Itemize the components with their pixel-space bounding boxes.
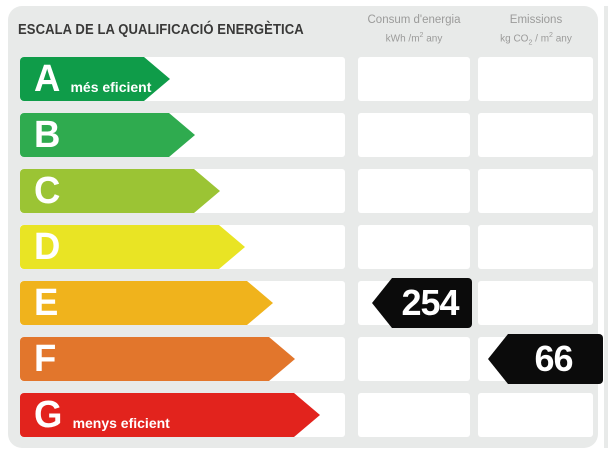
column-header-consum: Consum d'energia kWh /m2 any [350,13,478,45]
rating-row-b: B [8,113,598,157]
adjacent-panel-edge [604,6,608,448]
consum-column-unit: kWh /m2 any [385,32,443,45]
column-header-emissions: Emissions kg CO2 / m2 any [470,13,602,49]
consum-cell [358,57,470,101]
emissions-cell [478,169,593,213]
rating-letter: F [34,338,57,380]
rating-scale: A més eficient B C D 254 [8,57,603,449]
rating-row-g: G menys eficient [8,393,598,437]
consum-column-name: Consum d'energia [367,14,461,26]
rating-letter: G [34,394,63,436]
rating-row-c: C [8,169,598,213]
rating-letter: B [34,114,61,156]
emissions-cell [478,113,593,157]
rating-row-d: D [8,225,598,269]
consum-cell: 254 [358,278,472,328]
energy-label-panel: ESCALA DE LA QUALIFICACIÓ ENERGÈTICA Con… [8,6,603,449]
rating-letter: E [34,282,59,324]
consum-cell [358,337,470,381]
rating-arrow: B [20,113,195,157]
rating-arrow: C [20,169,220,213]
emissions-cell [478,393,593,437]
consum-cell [358,393,470,437]
emissions-cell [478,225,593,269]
consum-cell [358,225,470,269]
emissions-cell [478,57,593,101]
rating-arrow: G menys eficient [20,393,320,437]
rating-note: menys eficient [72,415,170,431]
rating-letter: A [34,58,61,100]
rating-arrow: E [20,281,273,325]
rating-arrow: A més eficient [20,57,170,101]
rating-letter: C [34,170,61,212]
emissions-cell: 66 [478,334,603,384]
emissions-column-unit: kg CO2 / m2 any [500,32,572,47]
rating-arrow: F [20,337,295,381]
rating-letter: D [34,226,61,268]
rating-row-e: 254 E [8,278,598,328]
emissions-value-arrow: 66 [488,334,603,384]
emissions-column-name: Emissions [509,14,563,26]
rating-arrow: D [20,225,245,269]
rating-row-a: A més eficient [8,57,598,101]
consum-cell [358,169,470,213]
emissions-cell [478,281,593,325]
rating-note: més eficient [70,79,152,95]
rating-row-f: 66 F [8,334,603,384]
consum-value-arrow: 254 [372,278,472,328]
page-title: ESCALA DE LA QUALIFICACIÓ ENERGÈTICA [18,22,304,38]
consum-cell [358,113,470,157]
